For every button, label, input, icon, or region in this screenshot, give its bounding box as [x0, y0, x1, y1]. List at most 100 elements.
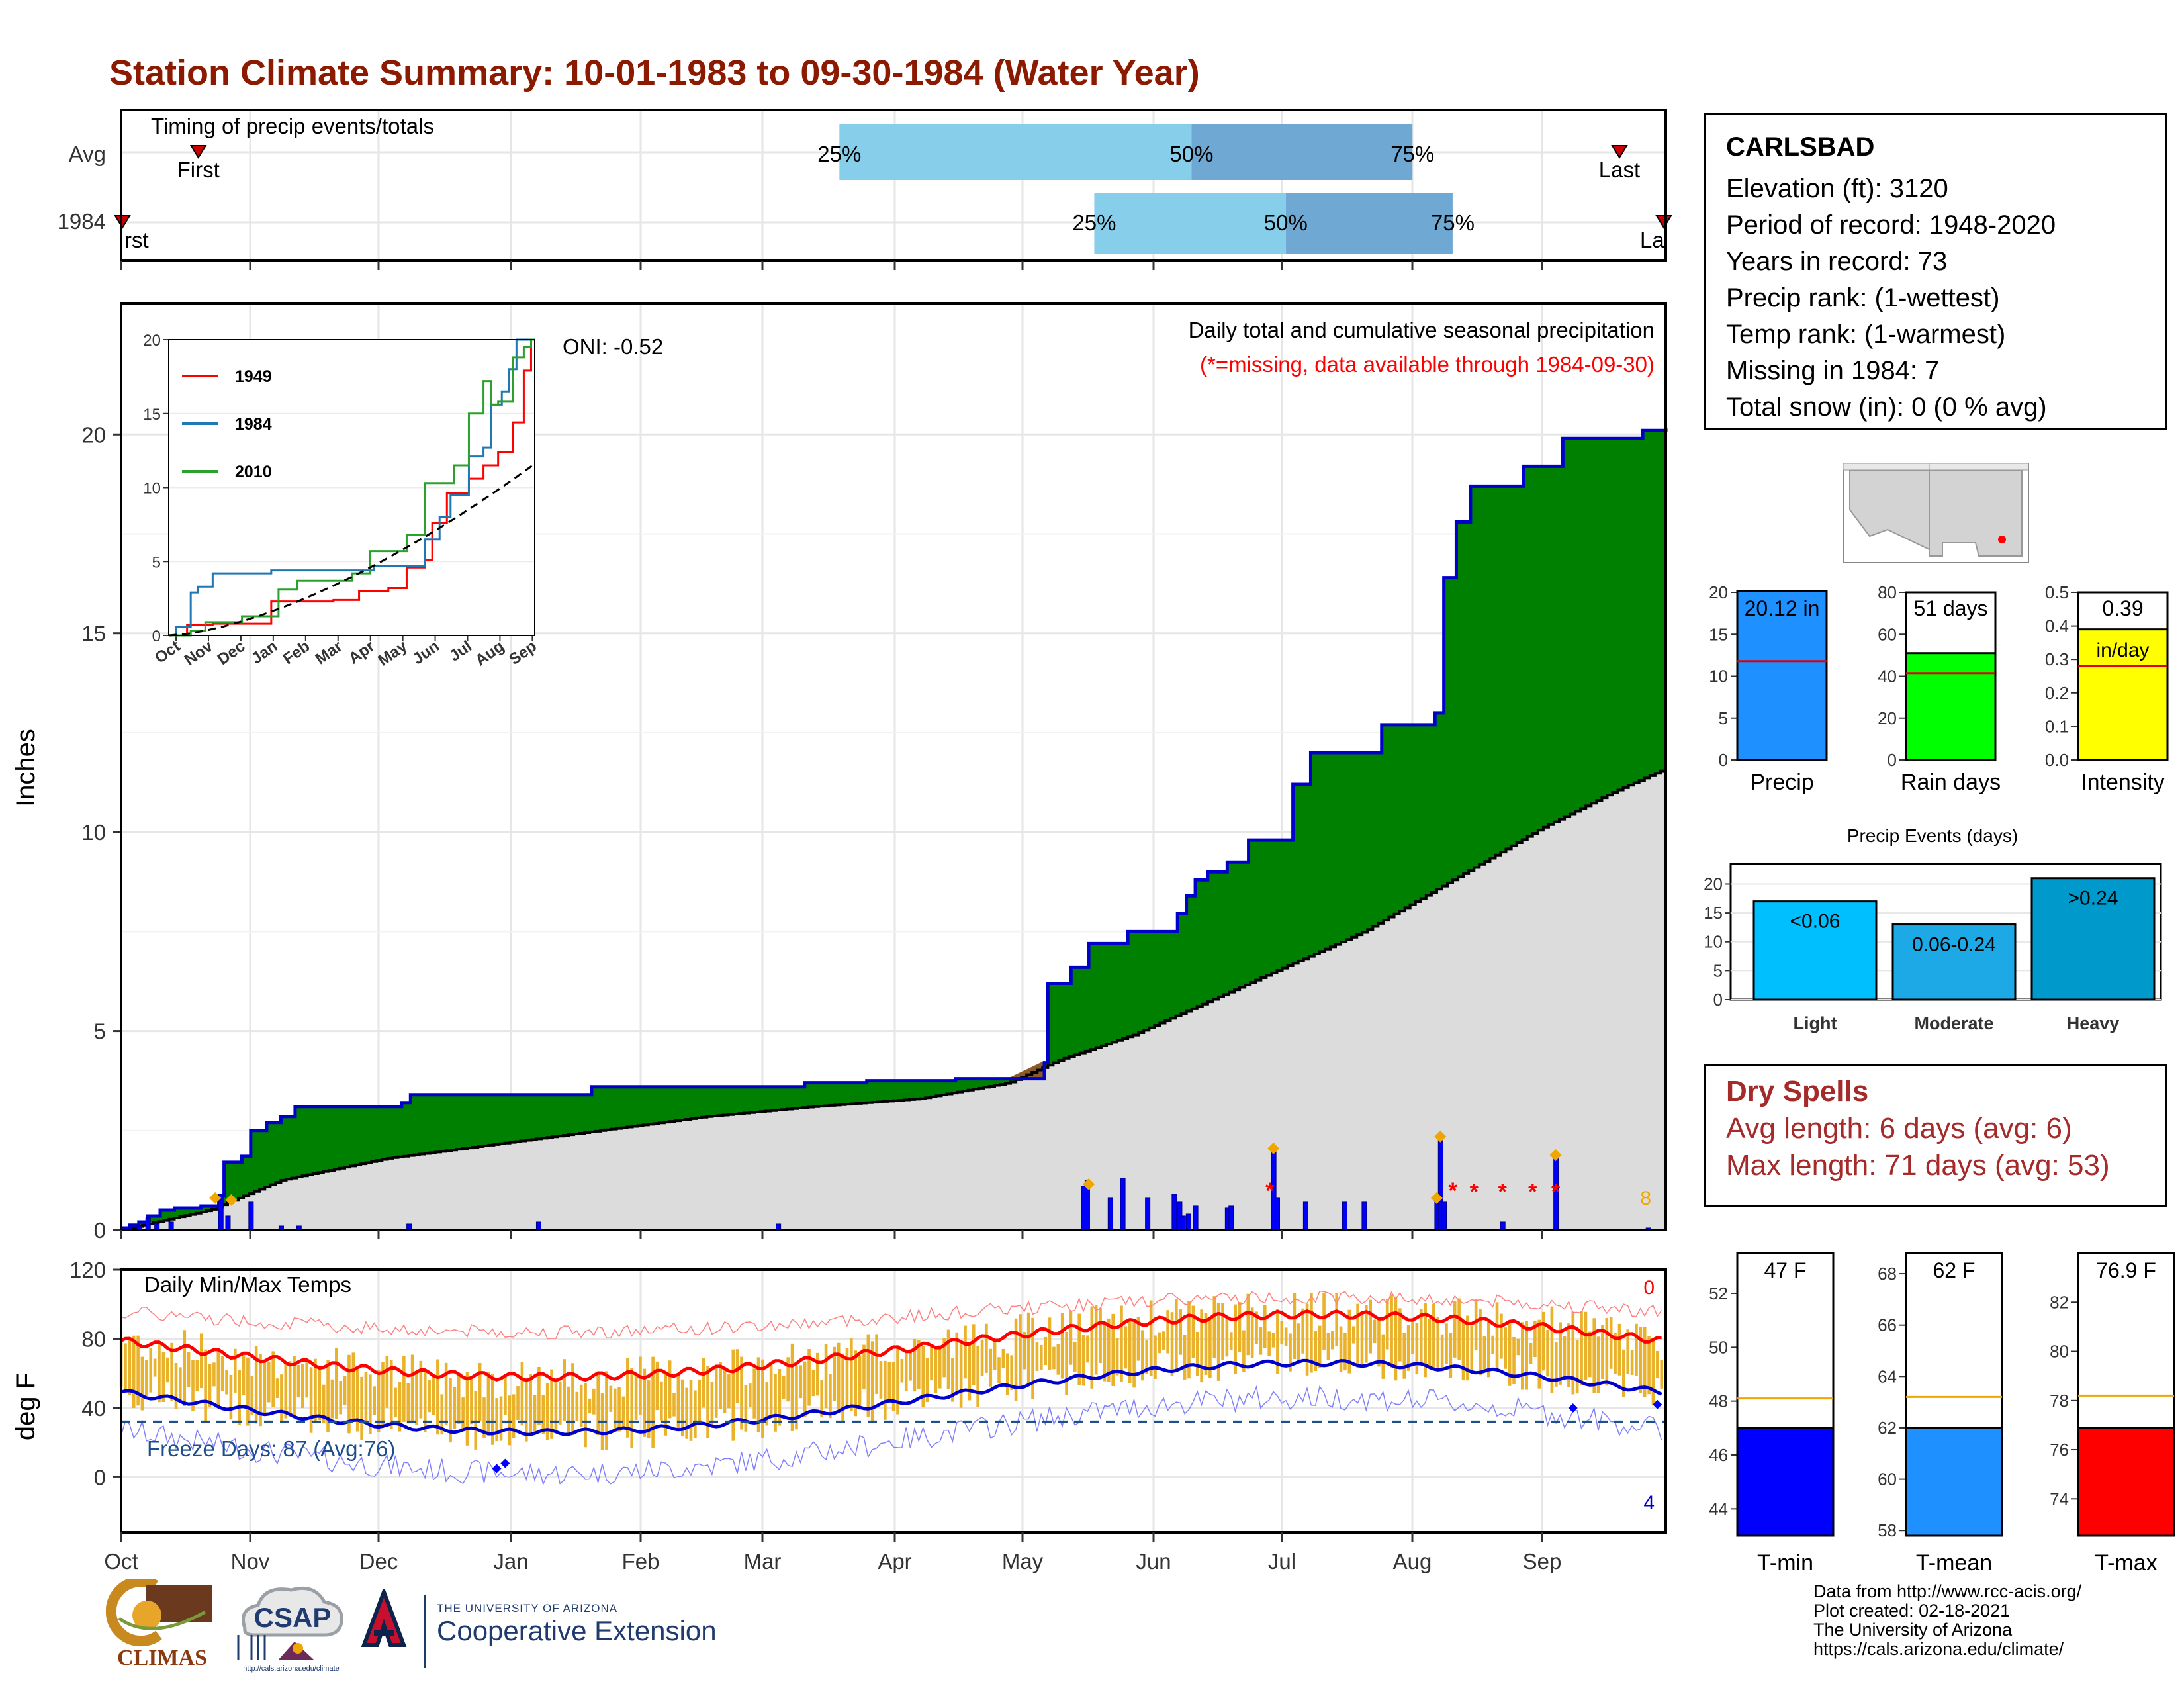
temp-bar-120	[626, 1358, 629, 1438]
daily-bar-25	[1274, 1197, 1280, 1231]
tbar-0-tick-44: 44	[1709, 1499, 1728, 1519]
temp-bar-250	[1175, 1299, 1178, 1372]
tbar-0-tick-46: 46	[1709, 1445, 1728, 1465]
temp-bar-318	[1461, 1322, 1465, 1381]
temp-bar-267	[1246, 1293, 1250, 1356]
temp-bar-219	[1044, 1336, 1047, 1366]
temp-bar-152	[761, 1359, 764, 1438]
temp-bar-351	[1601, 1325, 1604, 1379]
y1984-last-label: La	[1640, 228, 1664, 252]
precip-annot-missing: (*=missing, data available through 1984-…	[1200, 352, 1655, 377]
tbar-1-tick-68: 68	[1878, 1264, 1897, 1284]
temp-bar-198	[955, 1332, 959, 1393]
temp-bar-170	[837, 1342, 841, 1409]
temp-bar-266	[1242, 1330, 1246, 1372]
temp-bar-46	[314, 1358, 317, 1422]
temp-bar-60	[373, 1386, 377, 1415]
avg-quartile-50-75-bar	[1191, 124, 1413, 180]
mini-1-tick-80: 80	[1878, 583, 1897, 602]
daily-bar-17	[1171, 1194, 1177, 1231]
temp-bar-251	[1179, 1309, 1183, 1355]
temp-bar-39	[284, 1364, 288, 1419]
events-title: Precip Events (days)	[1847, 825, 2018, 846]
temp-bar-354	[1614, 1333, 1617, 1374]
temp-bar-189	[917, 1340, 921, 1389]
temp-bar-320	[1470, 1325, 1474, 1371]
temp-bar-12	[170, 1342, 173, 1401]
temp-ytick-120: 120	[69, 1258, 106, 1282]
temp-bar-264	[1234, 1304, 1237, 1374]
temp-bar-186	[904, 1350, 908, 1391]
temp-bar-211	[1010, 1355, 1013, 1391]
inset-xtick-Jan: Jan	[248, 637, 281, 668]
daily-max-marker-2	[1083, 1178, 1095, 1190]
temp-bar-349	[1592, 1318, 1596, 1393]
temp-bar-270	[1259, 1326, 1263, 1355]
temp-bar-187	[909, 1349, 912, 1381]
temp-bar-144	[727, 1374, 731, 1409]
mini-1-tick-40: 40	[1878, 667, 1897, 686]
record-max-line	[120, 1290, 1662, 1340]
svg-text:http://cals.arizona.edu/climat: http://cals.arizona.edu/climate	[243, 1665, 340, 1673]
month-label-Apr: Apr	[878, 1549, 911, 1573]
temp-bar-101	[545, 1382, 549, 1440]
temp-bar-362	[1647, 1336, 1651, 1395]
temp-bar-165	[816, 1352, 819, 1396]
month-label-Oct: Oct	[104, 1549, 138, 1573]
temp-bar-282	[1310, 1293, 1313, 1373]
temp-bar-43	[301, 1364, 304, 1409]
temp-bar-76	[440, 1394, 444, 1435]
temp-bar-203	[976, 1345, 979, 1407]
y1984-quartile-50-75-bar	[1285, 193, 1453, 254]
temp-bar-273	[1271, 1333, 1275, 1348]
temp-bar-36	[271, 1351, 275, 1407]
temp-bar-80	[457, 1373, 461, 1424]
row-label-avg: Avg	[69, 142, 106, 166]
freeze-days-label: Freeze Days: 87 (Avg:76)	[147, 1436, 395, 1461]
temp-bar-47	[318, 1365, 322, 1421]
temp-bar-78	[449, 1378, 452, 1443]
temp-bar-184	[896, 1345, 899, 1415]
temp-bar-161	[799, 1365, 803, 1399]
temp-bar-197	[951, 1358, 954, 1402]
temp-bar-283	[1314, 1331, 1318, 1372]
temp-bar-255	[1195, 1332, 1199, 1376]
station-location-dot	[1998, 536, 2006, 543]
temp-bar-58	[364, 1372, 368, 1421]
temp-bar-227	[1077, 1313, 1081, 1385]
temp-bar-85	[478, 1362, 482, 1422]
temp-bar-288	[1335, 1293, 1338, 1346]
temp-bar-63	[385, 1356, 389, 1408]
temp-bar-256	[1200, 1309, 1203, 1383]
temp-bar-156	[778, 1368, 782, 1426]
temp-bar-5	[140, 1356, 144, 1411]
temp-bar-28	[238, 1370, 241, 1425]
temp-bar-253	[1187, 1301, 1191, 1379]
inset-legend-2010: 2010	[235, 463, 272, 481]
station-missing: Missing in 1984: 7	[1726, 356, 1940, 385]
temp-bar-297	[1373, 1319, 1377, 1344]
events-label-Heavy: >0.24	[2068, 888, 2118, 910]
temp-bar-360	[1639, 1327, 1643, 1393]
page-title: Station Climate Summary: 10-01-1983 to 0…	[109, 53, 1200, 93]
tbar-label-T-max: T-max	[2095, 1550, 2157, 1575]
temp-bar-103	[554, 1381, 558, 1430]
temp-bar-199	[959, 1344, 963, 1408]
daily-max-marker-4	[1430, 1192, 1443, 1204]
temp-bar-347	[1584, 1311, 1588, 1381]
temp-bar-52	[339, 1381, 343, 1415]
temp-bar-326	[1495, 1302, 1499, 1372]
temp-bar-150	[752, 1368, 756, 1419]
temp-bar-328	[1504, 1327, 1508, 1369]
ua-small-text: THE UNIVERSITY OF ARIZONA	[437, 1602, 618, 1615]
temp-bar-210	[1005, 1353, 1009, 1395]
missing-marker-1: *	[1448, 1178, 1457, 1203]
tbar-value-T-min: 47 F	[1764, 1258, 1806, 1282]
daily-max-marker-3	[1267, 1142, 1280, 1154]
tbar-2-tick-76: 76	[2050, 1440, 2069, 1460]
temp-bar-59	[369, 1374, 372, 1434]
temp-bar-154	[769, 1363, 773, 1417]
temp-bar-51	[335, 1348, 338, 1419]
events-tick-15: 15	[1704, 903, 1723, 923]
temp-bar-281	[1305, 1303, 1309, 1376]
